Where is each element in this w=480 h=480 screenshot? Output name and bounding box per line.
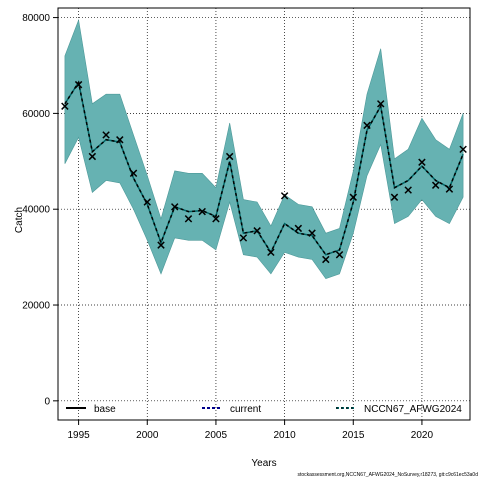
observed-point-stroke <box>418 158 426 166</box>
observed-point <box>404 186 412 194</box>
observed-point-stroke <box>308 229 316 237</box>
observed-point-stroke <box>212 215 220 223</box>
observed-point <box>267 248 275 257</box>
confidence-band <box>64 18 464 280</box>
footer-source: stockassessment.org,NCCN67_AFWG2024_NoSu… <box>297 472 478 478</box>
series-line-estimate <box>64 80 464 256</box>
observed-point-stroke <box>225 152 234 161</box>
observed-point <box>143 198 151 206</box>
y-tick-label: 60000 <box>22 109 50 120</box>
observed-point-stroke <box>377 100 385 108</box>
observed-point <box>171 203 179 211</box>
x-tick-label: 2005 <box>205 430 228 441</box>
observed-point-stroke <box>61 102 69 110</box>
observed-point-stroke <box>74 80 83 89</box>
x-axis-title: Years <box>251 458 276 469</box>
observed-point-stroke <box>253 227 261 235</box>
observed-point-stroke <box>363 121 371 130</box>
x-tick-label: 2000 <box>136 430 159 441</box>
legend: base current NCCN67_AFWG2024 <box>66 404 462 415</box>
observed-point-stroke <box>335 250 344 259</box>
plot-frame <box>57 7 471 421</box>
observed-point <box>239 234 248 242</box>
x-tick-label: 2020 <box>411 430 434 441</box>
observed-point <box>431 181 440 189</box>
observed-point-stroke <box>349 193 357 201</box>
observed-point <box>363 121 371 130</box>
band-area <box>64 18 464 280</box>
x-tick-label: 1995 <box>67 430 90 441</box>
observed-point-stroke <box>390 193 399 201</box>
y-tick-label: 20000 <box>22 301 50 312</box>
legend-label: base <box>94 404 116 415</box>
series-layer <box>61 80 467 264</box>
observed-point-stroke <box>239 234 248 242</box>
observed-point <box>198 207 206 216</box>
observed-point <box>88 152 97 161</box>
observed-point-stroke <box>280 192 289 200</box>
observed-point <box>377 100 385 108</box>
observed-point-stroke <box>129 169 138 178</box>
observed-point-stroke <box>294 224 303 233</box>
observed-point-stroke <box>184 215 193 223</box>
legend-label: current <box>230 404 261 415</box>
observed-point <box>212 215 220 223</box>
observed-point <box>102 131 110 139</box>
observed-point <box>253 227 261 235</box>
observed-point <box>280 192 289 200</box>
observed-point <box>459 145 467 154</box>
observed-point <box>335 250 344 259</box>
observed-point <box>184 215 193 223</box>
legend-label: NCCN67_AFWG2024 <box>364 404 462 415</box>
observed-point <box>322 255 330 264</box>
observed-point-stroke <box>459 145 467 154</box>
y-tick-label: 0 <box>44 396 50 407</box>
observed-point-stroke <box>88 152 97 161</box>
observed-point <box>349 193 357 201</box>
observed-point <box>225 152 234 161</box>
observed-point-stroke <box>198 207 206 216</box>
observed-point <box>116 136 124 144</box>
observed-point-stroke <box>404 186 412 194</box>
x-tick-label: 2015 <box>342 430 365 441</box>
y-tick-label: 40000 <box>22 205 50 216</box>
observed-point <box>418 158 426 166</box>
y-tick-label: 80000 <box>22 13 50 24</box>
observed-point-stroke <box>171 203 179 211</box>
observed-point <box>308 229 316 237</box>
observed-point <box>390 193 399 201</box>
observed-point <box>129 169 138 178</box>
observed-point <box>61 102 69 110</box>
axes: 1995 2000 2005 2010 2015 2020 0 20000 40000 60000… <box>22 7 471 441</box>
observed-point <box>294 224 303 233</box>
observed-point-stroke <box>322 255 330 264</box>
x-tick-label: 2010 <box>273 430 296 441</box>
observed-point-stroke <box>267 248 275 257</box>
observed-point-stroke <box>143 198 151 206</box>
observed-point <box>157 241 165 249</box>
observed-point <box>445 185 454 193</box>
observed-point-stroke <box>431 181 440 189</box>
observed-point-stroke <box>102 131 110 139</box>
observed-point-stroke <box>116 136 124 144</box>
observed-point <box>74 80 83 89</box>
observed-point-stroke <box>445 185 454 193</box>
y-axis-title: Catch <box>14 207 25 233</box>
observed-point-stroke <box>157 241 165 249</box>
